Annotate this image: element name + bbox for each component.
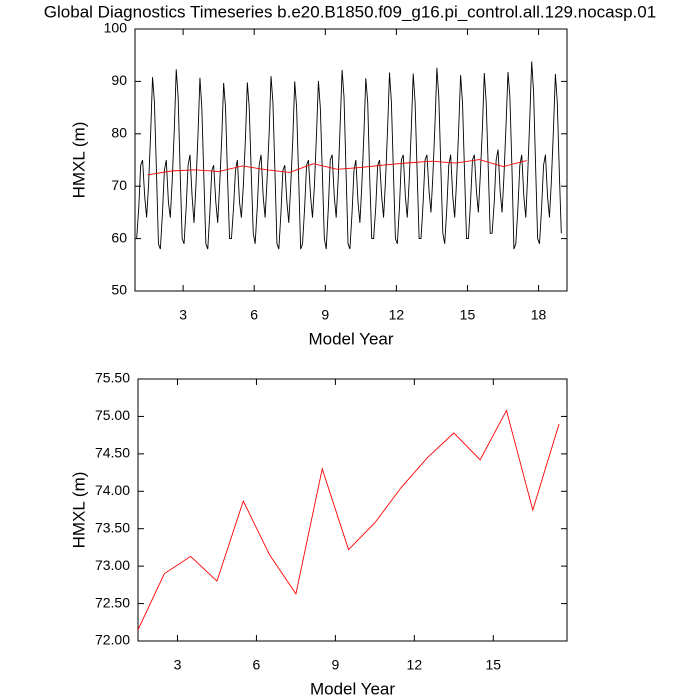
y-tick-label: 80 <box>111 125 127 141</box>
data-line <box>147 159 527 176</box>
y-tick-label: 90 <box>111 72 127 88</box>
x-tick-label: 15 <box>486 657 502 673</box>
x-tick-label: 12 <box>407 657 423 673</box>
y-tick-label: 74.50 <box>95 445 130 461</box>
chart-title: Global Diagnostics Timeseries b.e20.B185… <box>44 2 656 21</box>
x-tick-label: 18 <box>531 307 547 323</box>
data-line <box>137 409 560 630</box>
y-tick-label: 60 <box>111 229 127 245</box>
y-tick-label: 72.50 <box>95 594 130 610</box>
x-tick-label: 9 <box>321 307 329 323</box>
y-tick-label: 50 <box>111 282 127 298</box>
plot-frame <box>137 378 568 642</box>
y-tick-label: 72.00 <box>95 632 130 648</box>
y-tick-label: 100 <box>104 20 128 36</box>
y-tick-label: 75.50 <box>95 370 130 386</box>
x-axis-label: Model Year <box>310 679 395 698</box>
x-tick-label: 6 <box>250 307 258 323</box>
x-tick-label: 3 <box>179 307 187 323</box>
x-tick-label: 15 <box>460 307 476 323</box>
y-tick-label: 75.00 <box>95 407 130 423</box>
y-axis-label: HMXL (m) <box>69 122 88 199</box>
y-tick-label: 70 <box>111 177 127 193</box>
y-tick-label: 73.00 <box>95 557 130 573</box>
x-tick-label: 6 <box>253 657 261 673</box>
x-tick-label: 9 <box>331 657 339 673</box>
data-line <box>136 61 562 250</box>
y-axis-label: HMXL (m) <box>69 472 88 549</box>
plot-frame <box>134 28 568 292</box>
x-tick-label: 3 <box>174 657 182 673</box>
x-tick-label: 12 <box>389 307 405 323</box>
y-tick-label: 73.50 <box>95 519 130 535</box>
y-tick-label: 74.00 <box>95 482 130 498</box>
x-axis-label: Model Year <box>308 329 393 348</box>
